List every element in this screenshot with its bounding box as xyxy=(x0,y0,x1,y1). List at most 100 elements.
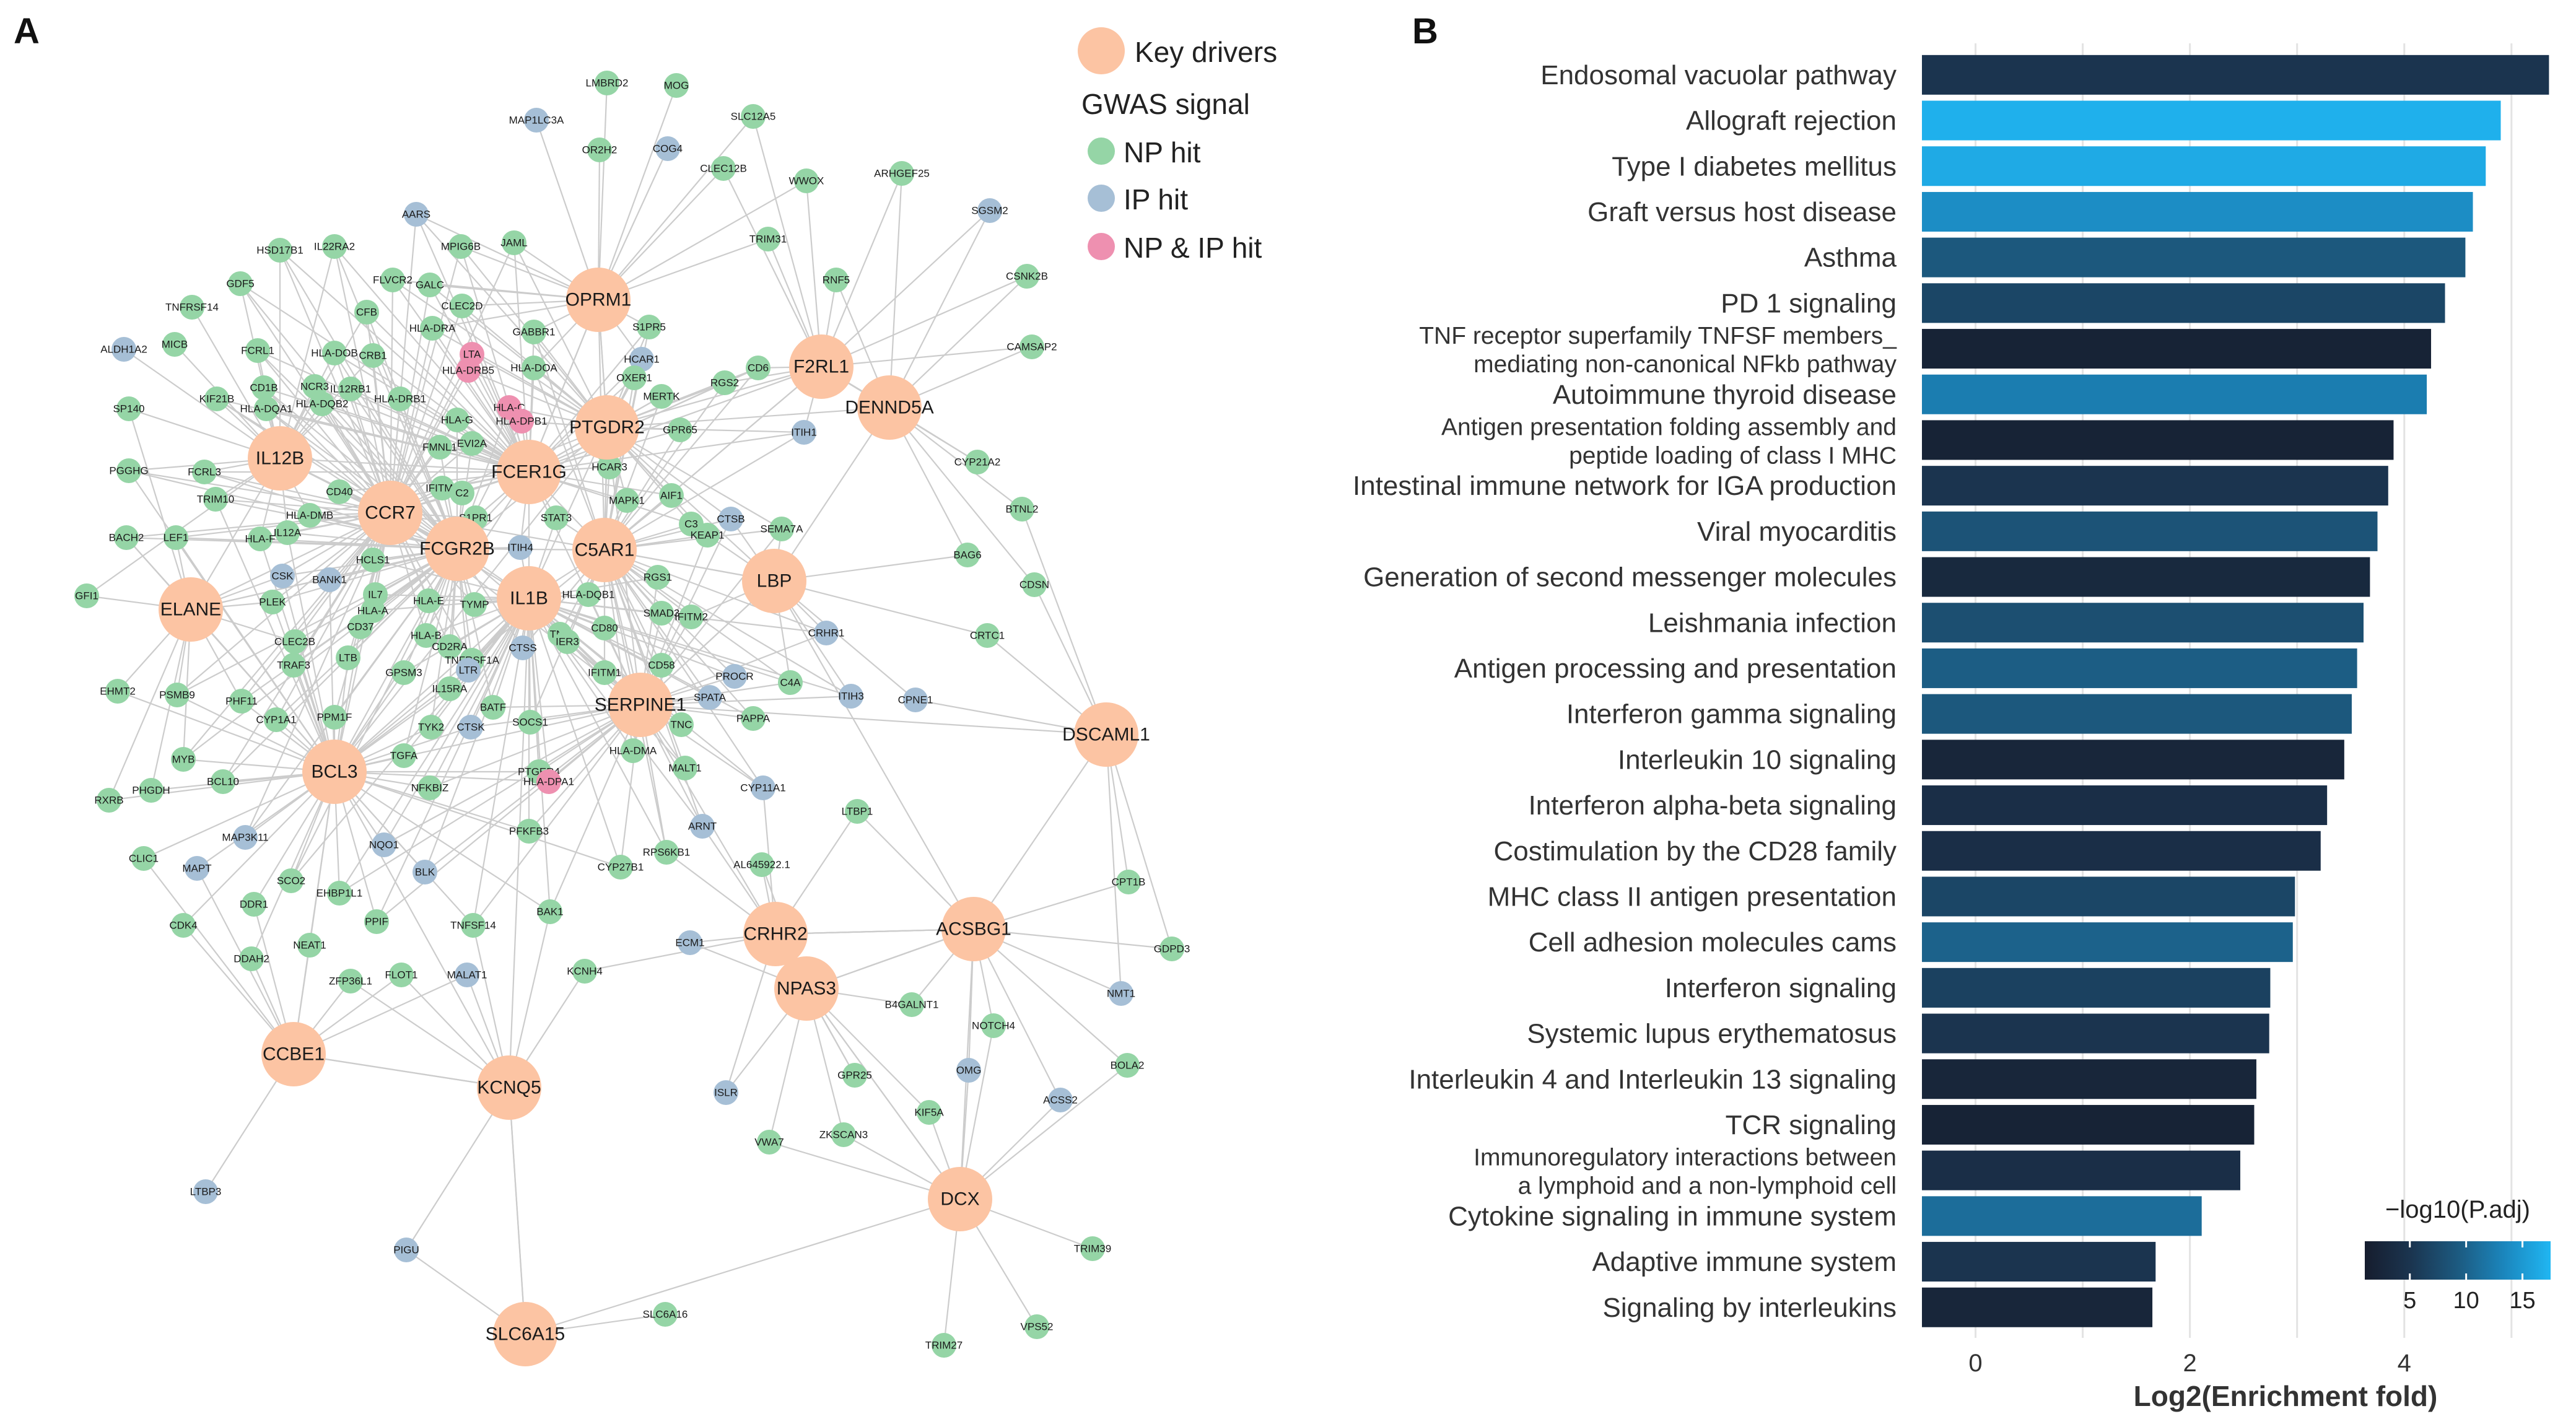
network-node-marker xyxy=(932,1333,956,1358)
network-edge xyxy=(533,367,606,551)
network-node-label: BLK xyxy=(415,867,435,878)
network-edge xyxy=(598,180,807,300)
network-node-marker xyxy=(162,332,187,357)
network-node-mpig6b: MPIG6B xyxy=(441,234,481,259)
network-node-label: MICB xyxy=(162,339,188,351)
legend-np-marker xyxy=(1088,138,1115,165)
network-edge xyxy=(257,349,530,473)
network-edge xyxy=(403,548,458,756)
network-edge xyxy=(183,771,335,926)
network-node-marker xyxy=(414,623,439,648)
network-node-marker xyxy=(275,520,300,545)
network-edge xyxy=(606,427,782,530)
network-node-marker xyxy=(1074,702,1138,767)
network-node-trim27: TRIM27 xyxy=(925,1333,963,1358)
network-node-label: MALT1 xyxy=(668,762,702,774)
network-node-notch4: NOTCH4 xyxy=(972,1013,1015,1038)
network-node-label: GDPD3 xyxy=(1154,943,1190,955)
network-node-sco2: SCO2 xyxy=(277,868,305,893)
network-node-fcer1g: FCER1G xyxy=(491,440,567,504)
network-node-label: AL645922.1 xyxy=(733,859,790,871)
network-node-marker xyxy=(254,396,279,421)
network-node-label: PPIF xyxy=(365,916,388,928)
network-edge xyxy=(820,173,903,367)
network-node-marker xyxy=(544,505,569,530)
network-edge xyxy=(383,598,530,845)
network-node-map3k11: MAP3K11 xyxy=(222,825,269,850)
network-node-marker xyxy=(416,588,441,613)
network-edge xyxy=(774,407,890,582)
network-node-tnfsf14: TNFSF14 xyxy=(450,913,496,938)
network-node-marker xyxy=(260,590,285,614)
network-node-label: CD37 xyxy=(347,621,373,633)
network-node-label: RNF5 xyxy=(823,274,850,286)
network-node-ecm1: ECM1 xyxy=(675,930,705,955)
network-edge xyxy=(640,704,1107,736)
bar-graft-versus-host-disease xyxy=(1922,191,2473,232)
network-edge xyxy=(525,1198,961,1335)
network-edge xyxy=(606,406,890,429)
network-node-marker xyxy=(592,660,617,685)
network-node-marker xyxy=(481,695,505,720)
bar-label-endosomal-vacuolar-pathway: Endosomal vacuolar pathway xyxy=(1540,60,1897,90)
network-node-marker xyxy=(448,234,473,259)
network-node-marker xyxy=(477,1055,541,1120)
network-node-marker xyxy=(655,136,680,161)
network-edge xyxy=(604,549,764,788)
network-node-label: GALC xyxy=(416,279,444,291)
network-node-camsap2: CAMSAP2 xyxy=(1006,334,1057,359)
network-node-marker xyxy=(975,623,1000,648)
network-node-marker xyxy=(364,909,389,934)
network-node-hla-f: HLA-F xyxy=(245,526,276,551)
network-node-marker xyxy=(1022,572,1047,597)
network-node-label: OMG xyxy=(956,1065,982,1076)
network-node-hla-dma: HLA-DMA xyxy=(609,738,657,763)
network-node-label: OPRM1 xyxy=(565,290,632,310)
network-node-marker xyxy=(417,273,442,297)
network-node-marker xyxy=(621,738,645,763)
network-node-marker xyxy=(229,689,254,714)
network-node-marker xyxy=(645,565,670,590)
network-edge xyxy=(143,771,335,860)
network-node-slc6a15: SLC6A15 xyxy=(486,1302,565,1366)
network-node-label: NOTCH4 xyxy=(972,1020,1015,1032)
network-node-marker xyxy=(741,706,766,731)
network-node-marker xyxy=(461,913,486,938)
network-node-label: DCX xyxy=(940,1189,979,1210)
network-node-s1pr5: S1PR5 xyxy=(632,315,666,339)
network-edge xyxy=(128,469,391,514)
network-edge xyxy=(973,928,1172,950)
legend-np-ip-label: NP & IP hit xyxy=(1124,232,1262,264)
network-node-marker xyxy=(746,356,771,380)
network-edge xyxy=(334,771,510,1088)
network-node-marker xyxy=(228,271,253,296)
network-node-marker xyxy=(171,913,196,938)
network-node-label: EHMT2 xyxy=(100,686,136,697)
network-node-marker xyxy=(251,375,276,400)
network-node-sgsm2: SGSM2 xyxy=(971,198,1008,223)
network-node-marker xyxy=(404,202,429,227)
network-node-label: CPNE1 xyxy=(898,694,933,706)
network-node-marker xyxy=(460,431,484,456)
network-node-fcrl1: FCRL1 xyxy=(241,338,274,363)
network-node-label: HLA-DQB2 xyxy=(295,398,348,410)
bar-endosomal-vacuolar-pathway xyxy=(1922,55,2549,95)
network-node-serpine1: SERPINE1 xyxy=(595,673,686,737)
network-node-marker xyxy=(97,788,121,813)
network-edge xyxy=(321,403,530,473)
network-node-pigu: PIGU xyxy=(393,1238,419,1262)
network-node-cd58: CD58 xyxy=(648,653,675,678)
network-node-marker xyxy=(695,523,720,548)
network-node-label: PTGDR2 xyxy=(569,417,645,438)
network-node-label: CAMSAP2 xyxy=(1006,341,1057,353)
network-node-label: LTR xyxy=(459,665,478,676)
network-edge xyxy=(190,512,391,610)
network-node-marker xyxy=(279,868,303,893)
network-node-socs1: SOCS1 xyxy=(512,710,548,735)
network-node-label: CLEC2D xyxy=(441,300,482,312)
network-node-ier3: IER3 xyxy=(555,629,580,654)
network-node-label: GPSM3 xyxy=(385,667,422,679)
network-node-marker xyxy=(608,673,673,737)
network-node-label: FLOT1 xyxy=(385,969,418,981)
bar-leishmania-infection xyxy=(1922,603,2364,643)
